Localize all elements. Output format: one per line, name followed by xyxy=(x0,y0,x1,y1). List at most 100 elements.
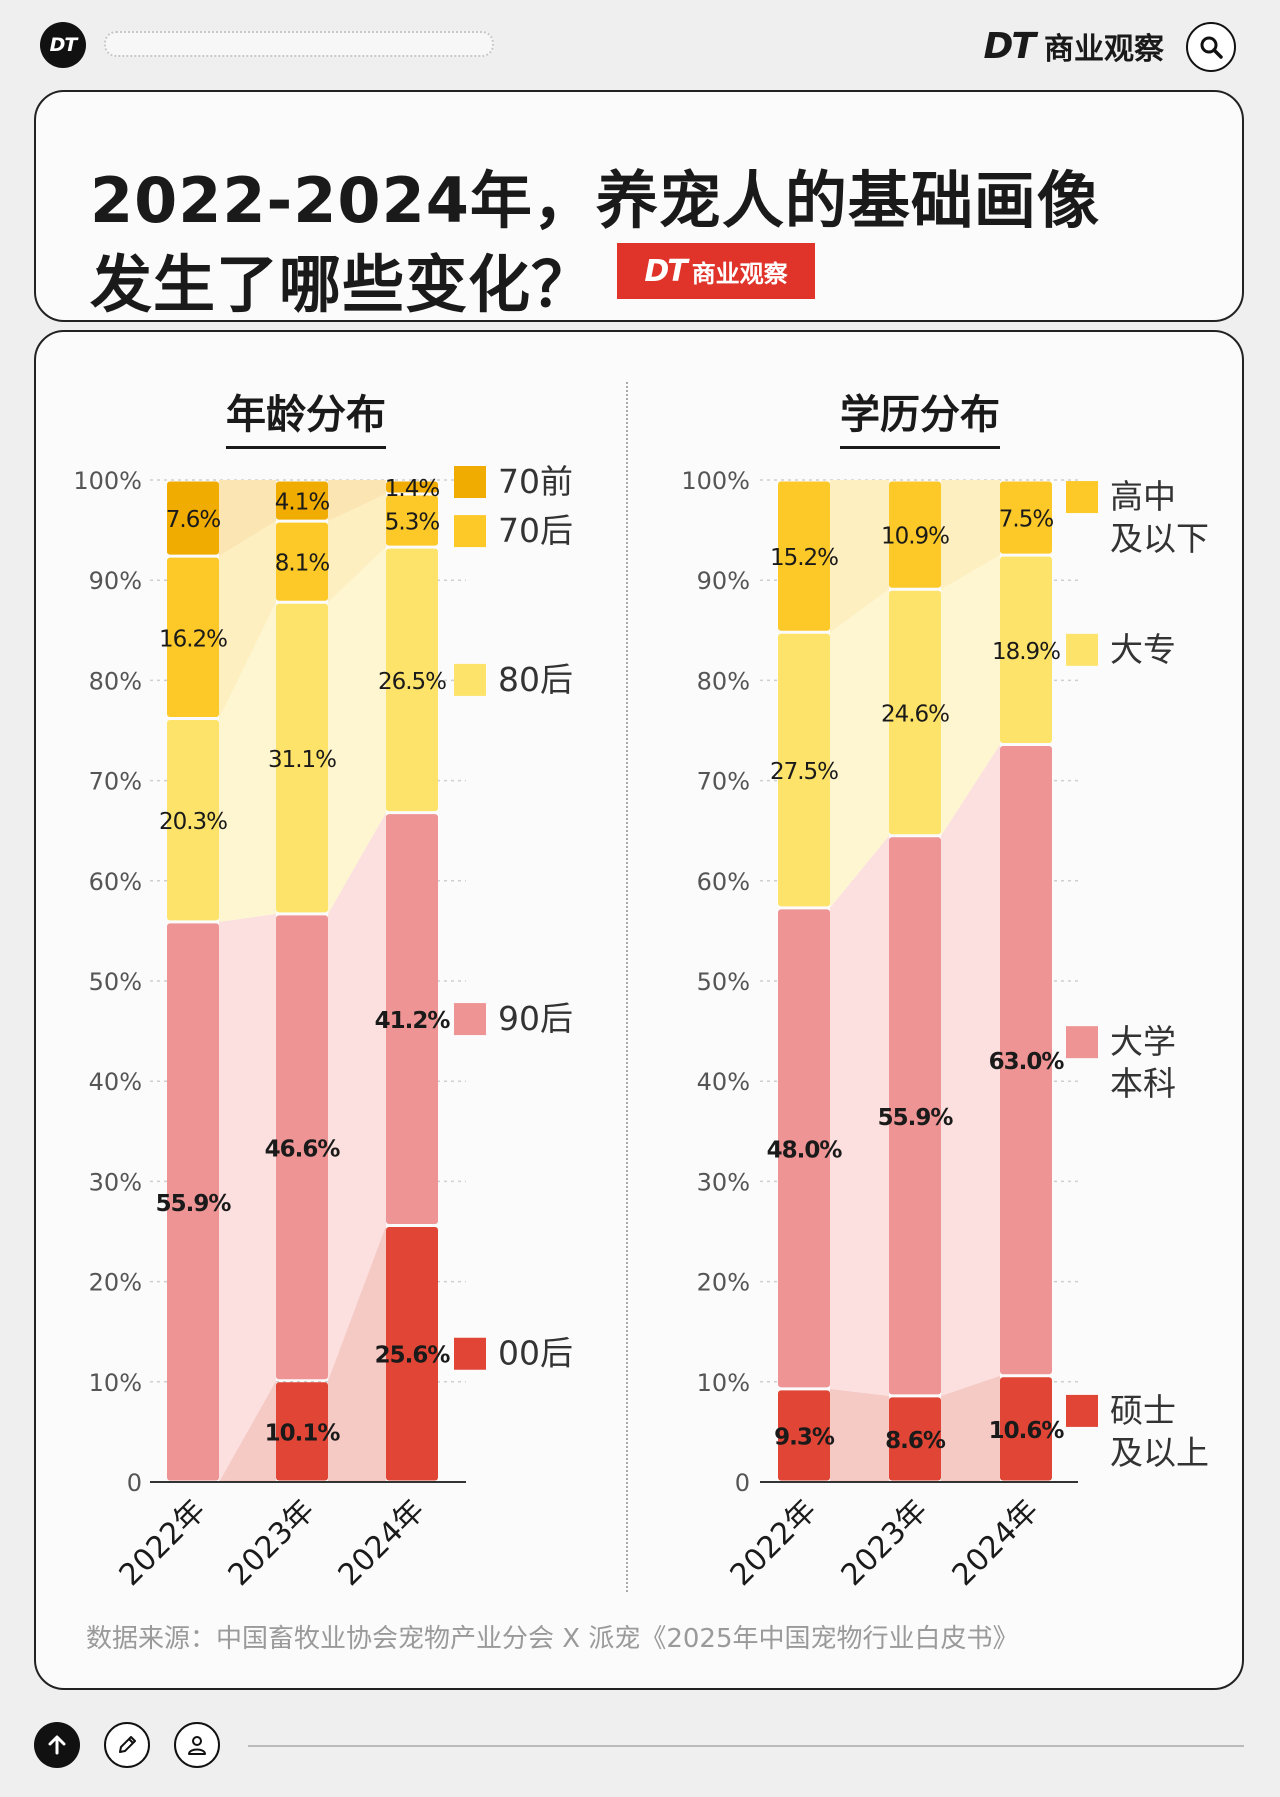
age-band-3 xyxy=(328,494,386,603)
user-icon xyxy=(188,1736,206,1755)
age-band-2 xyxy=(219,602,276,922)
edu-data-label: 7.5% xyxy=(999,507,1054,533)
brand-badge: DT 商业观察 xyxy=(617,243,815,299)
age-legend-label: 00后 xyxy=(498,1334,573,1373)
age-bar xyxy=(276,915,328,1380)
bottom-divider xyxy=(248,1745,1244,1747)
edu-y-tick-label: 60% xyxy=(697,868,750,896)
edu-data-label: 8.6% xyxy=(885,1428,946,1454)
edu-data-label: 63.0% xyxy=(989,1049,1065,1075)
edu-legend-label: 大专 xyxy=(1110,630,1176,669)
age-data-label: 4.1% xyxy=(275,490,330,516)
address-bar[interactable] xyxy=(104,31,494,57)
edu-data-label: 15.2% xyxy=(770,545,838,571)
edu-y-tick-label: 80% xyxy=(697,667,750,695)
age-y-tick-label: 60% xyxy=(89,868,142,896)
age-bar xyxy=(276,1382,328,1481)
age-data-label: 1.4% xyxy=(385,476,440,502)
age-band-3 xyxy=(219,521,276,719)
age-legend-swatch xyxy=(454,515,486,548)
age-bar xyxy=(167,481,219,555)
age-x-tick-label: 2023年 xyxy=(222,1493,322,1593)
edu-bar xyxy=(1000,1377,1052,1481)
edu-y-tick-label: 100% xyxy=(681,467,750,495)
age-data-label: 5.3% xyxy=(385,510,440,536)
scroll-top-button[interactable] xyxy=(34,1722,80,1768)
age-data-label: 26.5% xyxy=(378,669,446,695)
age-data-label: 55.9% xyxy=(156,1191,232,1217)
age-band-2 xyxy=(328,547,386,914)
edu-legend-label: 高中 xyxy=(1110,477,1176,516)
age-bar xyxy=(276,522,328,601)
edu-x-tick-label: 2022年 xyxy=(724,1493,824,1593)
edu-data-label: 9.3% xyxy=(774,1424,835,1450)
age-chart-title: 年龄分布 xyxy=(226,382,386,449)
edu-y-tick-label: 30% xyxy=(697,1168,750,1196)
age-legend-label: 70前 xyxy=(498,462,573,501)
edu-band-3 xyxy=(941,480,1000,590)
profile-button[interactable] xyxy=(174,1722,220,1768)
edu-data-label: 48.0% xyxy=(767,1137,843,1163)
age-bar xyxy=(386,495,438,546)
edu-legend-label: 及以上 xyxy=(1110,1433,1209,1472)
age-legend-label: 70后 xyxy=(498,511,573,550)
edu-band-2 xyxy=(830,589,889,908)
edu-legend-swatch xyxy=(1066,481,1098,514)
edu-bar xyxy=(889,481,941,588)
age-band-0 xyxy=(328,1225,386,1482)
logo[interactable]: DT xyxy=(40,22,86,68)
edu-chart: 0 10% 20% 30% 40% 50% 60% 70% 80% 90% 100% 9.3% 8.6%… xyxy=(681,467,1209,1593)
age-data-label: 7.6% xyxy=(166,507,221,533)
search-button[interactable] xyxy=(1186,22,1236,72)
age-legend-swatch xyxy=(454,1337,486,1370)
page-title-line2: 发生了哪些变化？ xyxy=(90,248,595,321)
age-legend-label: 90后 xyxy=(498,999,573,1038)
edu-y-tick-label: 0 xyxy=(735,1469,750,1497)
age-bar xyxy=(167,719,219,921)
age-y-tick-label: 70% xyxy=(89,768,142,796)
edu-bar xyxy=(889,837,941,1395)
edu-data-label: 55.9% xyxy=(878,1105,954,1131)
age-bar xyxy=(276,481,328,520)
age-y-tick-label: 80% xyxy=(89,667,142,695)
search-icon xyxy=(1200,36,1223,59)
edu-data-label: 24.6% xyxy=(881,701,949,727)
edu-legend-label: 本科 xyxy=(1110,1064,1176,1103)
age-data-label: 8.1% xyxy=(275,551,330,577)
age-band-1 xyxy=(219,913,276,1482)
brand-dt: DT xyxy=(983,25,1036,67)
age-data-label: 25.6% xyxy=(375,1343,451,1369)
page-title-line1: 2022-2024年，养宠人的基础画像 xyxy=(90,164,1100,237)
edu-bar xyxy=(889,590,941,835)
age-legend-swatch xyxy=(454,663,486,696)
age-band-1 xyxy=(328,812,386,1381)
arrow-up-icon xyxy=(48,1735,66,1755)
edu-legend-label: 及以下 xyxy=(1110,519,1209,558)
edu-bar xyxy=(778,909,830,1388)
edu-bar xyxy=(1000,481,1052,554)
pencil-icon xyxy=(119,1736,136,1753)
age-bar xyxy=(386,814,438,1224)
age-data-label: 31.1% xyxy=(268,747,336,773)
edu-bar xyxy=(1000,556,1052,744)
edu-legend-swatch xyxy=(1066,633,1098,666)
edu-legend-swatch xyxy=(1066,1394,1098,1427)
edit-button[interactable] xyxy=(104,1722,150,1768)
edu-y-tick-label: 90% xyxy=(697,567,750,595)
badge-dt: DT xyxy=(644,253,687,289)
edu-y-tick-label: 20% xyxy=(697,1269,750,1297)
chart-divider xyxy=(626,382,628,1592)
edu-data-label: 10.9% xyxy=(881,524,949,550)
age-y-tick-label: 50% xyxy=(89,968,142,996)
edu-x-tick-label: 2023年 xyxy=(835,1493,935,1593)
age-data-label: 20.3% xyxy=(159,809,227,835)
age-data-label: 10.1% xyxy=(265,1420,341,1446)
badge-name: 商业观察 xyxy=(691,259,788,288)
edu-legend-swatch xyxy=(1066,1026,1098,1059)
age-y-tick-label: 90% xyxy=(89,567,142,595)
brand-name: 商业观察 xyxy=(1044,32,1164,67)
edu-bar xyxy=(778,633,830,907)
age-data-label: 16.2% xyxy=(159,626,227,652)
edu-data-label: 18.9% xyxy=(992,639,1060,665)
